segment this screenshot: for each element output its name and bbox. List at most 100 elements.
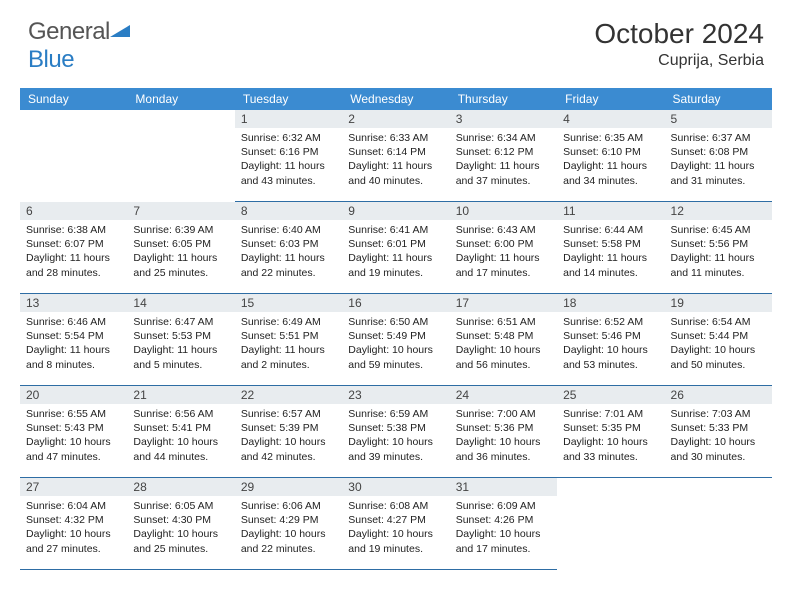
day-details: Sunrise: 6:32 AMSunset: 6:16 PMDaylight:…	[235, 128, 342, 192]
day-content: 20Sunrise: 6:55 AMSunset: 5:43 PMDayligh…	[20, 386, 127, 478]
day-details: Sunrise: 6:54 AMSunset: 5:44 PMDaylight:…	[665, 312, 772, 376]
day-details: Sunrise: 6:51 AMSunset: 5:48 PMDaylight:…	[450, 312, 557, 376]
day-details: Sunrise: 6:41 AMSunset: 6:01 PMDaylight:…	[342, 220, 449, 284]
day-cell	[665, 478, 772, 570]
day-details: Sunrise: 6:09 AMSunset: 4:26 PMDaylight:…	[450, 496, 557, 560]
week-row: 13Sunrise: 6:46 AMSunset: 5:54 PMDayligh…	[20, 294, 772, 386]
day-number: 5	[665, 110, 772, 128]
day-number: 20	[20, 386, 127, 404]
day-details: Sunrise: 6:44 AMSunset: 5:58 PMDaylight:…	[557, 220, 664, 284]
day-content: 14Sunrise: 6:47 AMSunset: 5:53 PMDayligh…	[127, 294, 234, 386]
calendar-table: Sunday Monday Tuesday Wednesday Thursday…	[20, 88, 772, 570]
day-cell: 19Sunrise: 6:54 AMSunset: 5:44 PMDayligh…	[665, 294, 772, 386]
logo-word-a: General	[28, 18, 110, 45]
col-tuesday: Tuesday	[235, 88, 342, 110]
title-block: October 2024 Cuprija, Serbia	[594, 18, 764, 70]
day-number: 31	[450, 478, 557, 496]
day-content: 25Sunrise: 7:01 AMSunset: 5:35 PMDayligh…	[557, 386, 664, 478]
day-content: 13Sunrise: 6:46 AMSunset: 5:54 PMDayligh…	[20, 294, 127, 386]
day-number: 17	[450, 294, 557, 312]
col-friday: Friday	[557, 88, 664, 110]
day-content: 4Sunrise: 6:35 AMSunset: 6:10 PMDaylight…	[557, 110, 664, 202]
day-details: Sunrise: 6:49 AMSunset: 5:51 PMDaylight:…	[235, 312, 342, 376]
day-details: Sunrise: 6:35 AMSunset: 6:10 PMDaylight:…	[557, 128, 664, 192]
day-details: Sunrise: 6:46 AMSunset: 5:54 PMDaylight:…	[20, 312, 127, 376]
day-cell: 8Sunrise: 6:40 AMSunset: 6:03 PMDaylight…	[235, 202, 342, 294]
day-cell: 1Sunrise: 6:32 AMSunset: 6:16 PMDaylight…	[235, 110, 342, 202]
day-details: Sunrise: 6:39 AMSunset: 6:05 PMDaylight:…	[127, 220, 234, 284]
col-saturday: Saturday	[665, 88, 772, 110]
day-number: 27	[20, 478, 127, 496]
day-cell: 30Sunrise: 6:08 AMSunset: 4:27 PMDayligh…	[342, 478, 449, 570]
day-cell: 24Sunrise: 7:00 AMSunset: 5:36 PMDayligh…	[450, 386, 557, 478]
day-details: Sunrise: 6:55 AMSunset: 5:43 PMDaylight:…	[20, 404, 127, 468]
day-details: Sunrise: 6:57 AMSunset: 5:39 PMDaylight:…	[235, 404, 342, 468]
day-details: Sunrise: 6:38 AMSunset: 6:07 PMDaylight:…	[20, 220, 127, 284]
day-content: 7Sunrise: 6:39 AMSunset: 6:05 PMDaylight…	[127, 202, 234, 294]
day-cell: 27Sunrise: 6:04 AMSunset: 4:32 PMDayligh…	[20, 478, 127, 570]
day-content: 17Sunrise: 6:51 AMSunset: 5:48 PMDayligh…	[450, 294, 557, 386]
day-number: 13	[20, 294, 127, 312]
day-content: 23Sunrise: 6:59 AMSunset: 5:38 PMDayligh…	[342, 386, 449, 478]
day-details: Sunrise: 6:08 AMSunset: 4:27 PMDaylight:…	[342, 496, 449, 560]
day-number: 26	[665, 386, 772, 404]
col-thursday: Thursday	[450, 88, 557, 110]
day-cell: 7Sunrise: 6:39 AMSunset: 6:05 PMDaylight…	[127, 202, 234, 294]
day-cell: 12Sunrise: 6:45 AMSunset: 5:56 PMDayligh…	[665, 202, 772, 294]
day-content: 8Sunrise: 6:40 AMSunset: 6:03 PMDaylight…	[235, 202, 342, 294]
day-details: Sunrise: 6:06 AMSunset: 4:29 PMDaylight:…	[235, 496, 342, 560]
day-number: 3	[450, 110, 557, 128]
day-cell	[20, 110, 127, 202]
day-number: 30	[342, 478, 449, 496]
day-cell: 3Sunrise: 6:34 AMSunset: 6:12 PMDaylight…	[450, 110, 557, 202]
day-number: 9	[342, 202, 449, 220]
day-cell: 14Sunrise: 6:47 AMSunset: 5:53 PMDayligh…	[127, 294, 234, 386]
day-cell: 28Sunrise: 6:05 AMSunset: 4:30 PMDayligh…	[127, 478, 234, 570]
col-monday: Monday	[127, 88, 234, 110]
day-number: 22	[235, 386, 342, 404]
day-cell: 17Sunrise: 6:51 AMSunset: 5:48 PMDayligh…	[450, 294, 557, 386]
day-details: Sunrise: 6:34 AMSunset: 6:12 PMDaylight:…	[450, 128, 557, 192]
day-content: 11Sunrise: 6:44 AMSunset: 5:58 PMDayligh…	[557, 202, 664, 294]
day-cell: 18Sunrise: 6:52 AMSunset: 5:46 PMDayligh…	[557, 294, 664, 386]
day-number: 19	[665, 294, 772, 312]
day-number: 10	[450, 202, 557, 220]
day-number: 6	[20, 202, 127, 220]
day-number: 18	[557, 294, 664, 312]
day-number: 28	[127, 478, 234, 496]
week-row: 6Sunrise: 6:38 AMSunset: 6:07 PMDaylight…	[20, 202, 772, 294]
day-cell: 15Sunrise: 6:49 AMSunset: 5:51 PMDayligh…	[235, 294, 342, 386]
day-header-row: Sunday Monday Tuesday Wednesday Thursday…	[20, 88, 772, 110]
day-cell: 22Sunrise: 6:57 AMSunset: 5:39 PMDayligh…	[235, 386, 342, 478]
day-cell: 13Sunrise: 6:46 AMSunset: 5:54 PMDayligh…	[20, 294, 127, 386]
day-content: 5Sunrise: 6:37 AMSunset: 6:08 PMDaylight…	[665, 110, 772, 202]
day-content: 16Sunrise: 6:50 AMSunset: 5:49 PMDayligh…	[342, 294, 449, 386]
calendar-body: 1Sunrise: 6:32 AMSunset: 6:16 PMDaylight…	[20, 110, 772, 570]
day-content: 9Sunrise: 6:41 AMSunset: 6:01 PMDaylight…	[342, 202, 449, 294]
logo-word-b: Blue	[28, 46, 74, 73]
day-number: 15	[235, 294, 342, 312]
day-cell: 9Sunrise: 6:41 AMSunset: 6:01 PMDaylight…	[342, 202, 449, 294]
day-details: Sunrise: 6:05 AMSunset: 4:30 PMDaylight:…	[127, 496, 234, 560]
day-details: Sunrise: 7:00 AMSunset: 5:36 PMDaylight:…	[450, 404, 557, 468]
day-content: 2Sunrise: 6:33 AMSunset: 6:14 PMDaylight…	[342, 110, 449, 202]
day-number: 14	[127, 294, 234, 312]
day-cell: 6Sunrise: 6:38 AMSunset: 6:07 PMDaylight…	[20, 202, 127, 294]
day-number: 7	[127, 202, 234, 220]
day-number: 8	[235, 202, 342, 220]
day-cell: 26Sunrise: 7:03 AMSunset: 5:33 PMDayligh…	[665, 386, 772, 478]
day-content: 31Sunrise: 6:09 AMSunset: 4:26 PMDayligh…	[450, 478, 557, 570]
day-details: Sunrise: 6:59 AMSunset: 5:38 PMDaylight:…	[342, 404, 449, 468]
day-content: 15Sunrise: 6:49 AMSunset: 5:51 PMDayligh…	[235, 294, 342, 386]
day-number: 1	[235, 110, 342, 128]
col-wednesday: Wednesday	[342, 88, 449, 110]
day-cell: 2Sunrise: 6:33 AMSunset: 6:14 PMDaylight…	[342, 110, 449, 202]
header: General Blue October 2024 Cuprija, Serbi…	[0, 0, 792, 80]
day-details: Sunrise: 6:50 AMSunset: 5:49 PMDaylight:…	[342, 312, 449, 376]
day-content: 12Sunrise: 6:45 AMSunset: 5:56 PMDayligh…	[665, 202, 772, 294]
logo-text: General Blue	[28, 18, 130, 74]
day-content: 10Sunrise: 6:43 AMSunset: 6:00 PMDayligh…	[450, 202, 557, 294]
day-number: 25	[557, 386, 664, 404]
day-content: 21Sunrise: 6:56 AMSunset: 5:41 PMDayligh…	[127, 386, 234, 478]
day-content: 6Sunrise: 6:38 AMSunset: 6:07 PMDaylight…	[20, 202, 127, 294]
